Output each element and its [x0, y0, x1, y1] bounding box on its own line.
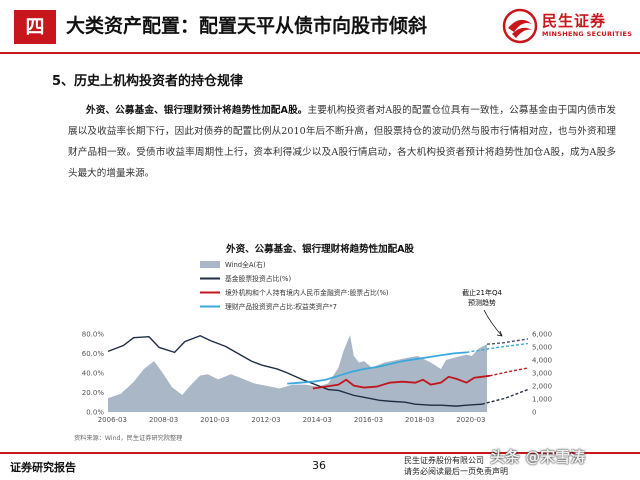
- body-paragraph: 外资、公募基金、银行理财预计将趋势性加配A股。主要机构投资者对A股的配置仓位具有…: [68, 100, 616, 184]
- annotation-text: 截止21年Q4: [462, 288, 502, 297]
- annotation-arrowhead: [496, 330, 503, 337]
- chart: 外资、公募基金、银行理财将趋势性加配A股 Wind全A(右) 基金股票投资占比(%)…: [70, 232, 570, 444]
- company-logo: 民生证券 MINSHENG SECURITIES: [502, 8, 634, 46]
- series-line-foreign-equity: [312, 374, 490, 390]
- x-tick-label: 2018-03: [405, 416, 434, 424]
- y-left-tick-label: 0.0%: [86, 409, 104, 417]
- series-line-fund-equity: [107, 334, 482, 407]
- x-tick-label: 2014-03: [303, 416, 332, 424]
- y-left-tick-label: 80.0%: [82, 330, 105, 338]
- page-title: 大类资产配置：配置天平从债市向股市倾斜: [66, 15, 428, 37]
- forecast-line: [486, 338, 529, 345]
- y-right-tick-label: 6,000: [532, 330, 552, 338]
- y-left-tick-label: 60.0%: [82, 350, 105, 358]
- section-subheading: 5、历史上机构投资者的持仓规律: [52, 74, 244, 89]
- x-tick-label: 2010-03: [200, 416, 229, 424]
- legend-label: Wind全A(右): [225, 260, 266, 269]
- page-header: 四 大类资产配置：配置天平从债市向股市倾斜 民生证券 MINSHENG SECU…: [0, 0, 640, 52]
- x-tick-label: 2020-03: [456, 416, 485, 424]
- series-area-wind-all-a: [108, 335, 488, 412]
- chart-title: 外资、公募基金、银行理财将趋势性加配A股: [225, 243, 414, 255]
- legend-swatch-area: [200, 261, 220, 268]
- page-number: 36: [312, 459, 326, 472]
- paragraph-lead: 外资、公募基金、银行理财预计将趋势性加配A股。: [86, 105, 308, 116]
- footer-disclaimer: 请务必阅读最后一页免责声明: [404, 467, 508, 476]
- y-left-tick-label: 40.0%: [82, 369, 105, 377]
- header-divider: [0, 52, 640, 54]
- y-right-tick-label: 1,000: [532, 395, 552, 403]
- footer-divider: [0, 452, 640, 454]
- legend-label: 理财产品投资资产占比:权益类资产*7: [225, 302, 337, 311]
- paragraph-body: 主要机构投资者对A股的配置仓位具有一致性，公募基金由于国内债市发展以及收益率长期…: [68, 105, 616, 179]
- annotation-arrow: [483, 309, 503, 337]
- section-number: 四: [14, 10, 56, 44]
- x-tick-label: 2006-03: [98, 416, 127, 424]
- y-left-tick-label: 20.0%: [82, 389, 105, 397]
- legend-label: 基金股票投资占比(%): [225, 274, 291, 283]
- series-line-wealth-equity: [287, 351, 467, 385]
- watermark: 头条 @宋雪涛: [490, 448, 586, 466]
- x-tick-label: 2008-03: [149, 416, 178, 424]
- forecast-line: [466, 342, 529, 354]
- forecast-line: [489, 367, 529, 377]
- legend-label: 境外机构和个人持有境内人民币金融资产:股票占比(%): [225, 288, 389, 297]
- logo-text-en: MINSHENG SECURITIES: [542, 30, 633, 38]
- annotation-text: 预测趋势: [468, 298, 496, 307]
- chart-svg: 外资、公募基金、银行理财将趋势性加配A股 Wind全A(右) 基金股票投资占比(%)…: [74, 243, 552, 442]
- footer-report-label: 证券研究报告: [10, 461, 76, 474]
- y-right-tick-label: 2,000: [532, 382, 552, 390]
- y-right-tick-label: 4,000: [532, 356, 552, 364]
- x-tick-label: 2012-03: [251, 416, 280, 424]
- y-right-tick-label: 5,000: [532, 343, 552, 351]
- y-right-tick-label: 0: [532, 409, 536, 417]
- footer-company: 民生证券股份有限公司: [404, 456, 484, 465]
- x-tick-label: 2016-03: [354, 416, 383, 424]
- chart-source: 资料来源：Wind，民生证券研究院整理: [74, 434, 182, 442]
- forecast-line: [481, 388, 529, 405]
- y-right-tick-label: 3,000: [532, 369, 552, 377]
- logo-icon: [502, 8, 538, 44]
- logo-text-cn: 民生证券: [542, 12, 607, 30]
